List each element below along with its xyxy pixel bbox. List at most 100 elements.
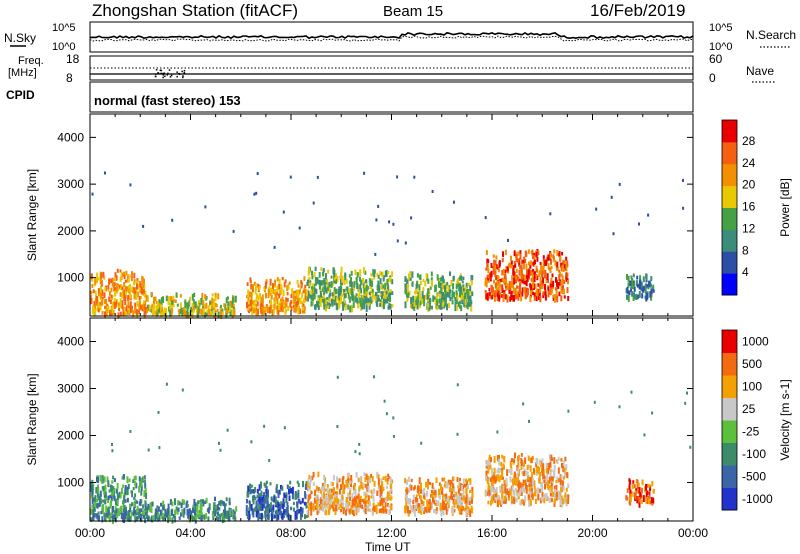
echo-point xyxy=(261,496,264,502)
echo-point xyxy=(441,505,444,510)
echo-point xyxy=(322,268,325,273)
echo-point xyxy=(563,295,566,299)
echo-point xyxy=(630,390,633,394)
echo-point xyxy=(449,479,452,487)
echo-point xyxy=(281,302,283,307)
echo-point xyxy=(565,464,568,471)
echo-point xyxy=(468,302,471,308)
echo-point xyxy=(492,269,495,275)
echo-point xyxy=(389,277,392,283)
echo-point xyxy=(158,446,161,450)
echo-point xyxy=(385,508,388,514)
echo-point xyxy=(391,291,394,295)
echo-point xyxy=(213,301,216,309)
echo-point xyxy=(382,499,385,503)
echo-point xyxy=(203,514,206,520)
echo-point xyxy=(332,487,335,493)
echo-point xyxy=(185,502,188,509)
echo-point xyxy=(288,489,290,495)
echo-point xyxy=(409,277,412,281)
echo-point xyxy=(107,284,110,290)
date-label: 16/Feb/2019 xyxy=(590,1,685,20)
echo-point xyxy=(281,485,284,491)
echo-point xyxy=(529,283,532,288)
echo-point xyxy=(382,476,385,480)
echo-point xyxy=(371,278,373,284)
echo-point xyxy=(502,296,505,302)
echo-point xyxy=(420,507,423,515)
echo-point xyxy=(326,502,329,510)
echo-point xyxy=(519,253,522,260)
echo-point xyxy=(129,503,131,508)
echo-point xyxy=(261,303,263,307)
echo-point xyxy=(98,496,101,504)
echo-point xyxy=(134,517,137,523)
echo-point xyxy=(629,280,632,286)
colorbar-tick-label: 4 xyxy=(742,265,749,279)
y-axis-label: Slant Range [km] xyxy=(25,169,39,261)
echo-point xyxy=(359,299,362,307)
echo-point xyxy=(292,296,295,302)
echo-point xyxy=(357,498,360,506)
echo-point xyxy=(469,301,472,307)
echo-point xyxy=(379,485,382,493)
echo-point xyxy=(336,491,339,496)
echo-point xyxy=(456,495,459,500)
echo-point xyxy=(303,288,306,292)
echo-point xyxy=(630,493,633,498)
echo-point xyxy=(532,277,535,284)
echo-point xyxy=(139,513,142,517)
echo-point xyxy=(157,513,160,518)
echo-point xyxy=(384,502,387,508)
echo-point xyxy=(100,510,103,515)
echo-point xyxy=(172,295,175,300)
echo-point xyxy=(364,497,367,502)
echo-point xyxy=(515,497,518,503)
echo-point xyxy=(317,471,320,478)
echo-point xyxy=(555,293,558,299)
echo-point xyxy=(633,292,635,297)
echo-point xyxy=(200,516,203,521)
echo-point xyxy=(257,295,260,301)
echo-point xyxy=(490,270,493,278)
echo-point xyxy=(94,501,96,508)
echo-point xyxy=(192,299,195,303)
echo-point xyxy=(196,507,199,514)
echo-point xyxy=(261,297,264,304)
nave-dip-point xyxy=(176,75,178,78)
echo-point xyxy=(467,291,470,297)
echo-point xyxy=(219,499,222,507)
echo-point xyxy=(527,476,529,480)
echo-point xyxy=(315,485,318,492)
echo-point xyxy=(389,476,392,483)
echo-point xyxy=(458,288,461,292)
echo-point xyxy=(508,286,511,290)
echo-point xyxy=(183,507,186,515)
echo-point xyxy=(142,476,145,482)
echo-point xyxy=(142,504,145,509)
echo-point xyxy=(484,277,487,284)
echo-point xyxy=(388,475,391,480)
echo-point xyxy=(266,306,269,314)
echo-point xyxy=(134,514,137,519)
echo-point xyxy=(464,497,467,504)
echo-point xyxy=(299,514,302,521)
echo-point xyxy=(298,499,301,504)
echo-point xyxy=(311,275,314,280)
echo-point xyxy=(488,485,491,493)
echo-point xyxy=(446,291,449,298)
echo-point xyxy=(325,509,328,516)
echo-point xyxy=(344,272,347,278)
echo-point xyxy=(441,299,444,304)
echo-point xyxy=(444,291,447,298)
echo-point xyxy=(258,484,261,491)
echo-point xyxy=(382,487,385,492)
echo-point xyxy=(468,289,471,296)
echo-point xyxy=(294,491,297,495)
echo-point xyxy=(413,510,416,517)
echo-point xyxy=(512,281,514,287)
echo-point xyxy=(351,295,354,301)
echo-point xyxy=(340,286,342,293)
echo-point xyxy=(544,260,547,266)
echo-point xyxy=(404,506,407,511)
